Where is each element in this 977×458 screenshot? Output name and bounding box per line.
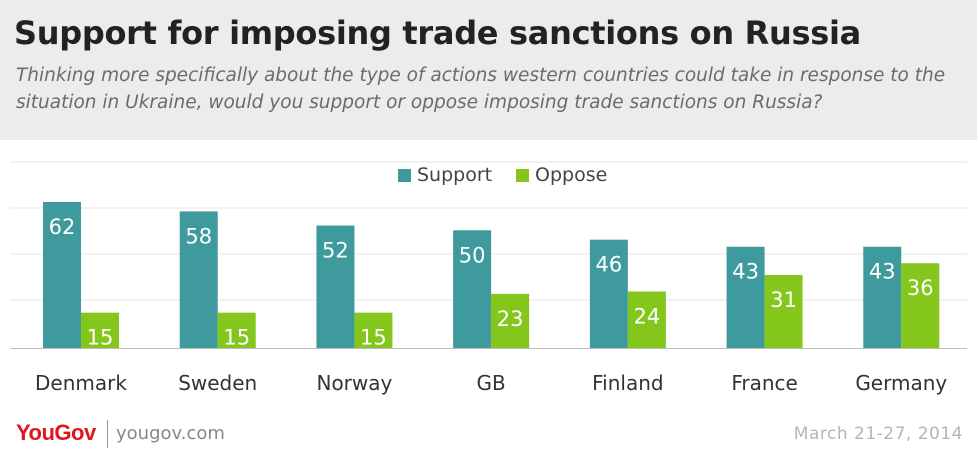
- chart-title: Support for imposing trade sanctions on …: [14, 14, 861, 52]
- data-label-oppose-norway: 15: [360, 326, 387, 350]
- x-tick-label-gb: GB: [477, 371, 506, 395]
- legend-swatch-oppose: [516, 169, 529, 182]
- legend-label-support: Support: [417, 164, 492, 186]
- footer-site-link[interactable]: yougov.com: [116, 423, 225, 444]
- yougov-logo: YouGov: [16, 420, 96, 445]
- bar-oppose-finland: [627, 291, 666, 348]
- chart-header: Support for imposing trade sanctions on …: [0, 0, 977, 140]
- data-label-support-gb: 50: [459, 243, 486, 267]
- data-label-oppose-gb: 23: [497, 307, 524, 331]
- x-axis-labels: Denmark Sweden Norway GB Finland France German…: [35, 371, 947, 395]
- data-label-support-finland: 46: [595, 253, 622, 277]
- x-tick-label-finland: Finland: [592, 371, 663, 395]
- data-label-oppose-finland: 24: [633, 304, 660, 328]
- data-label-support-germany: 43: [869, 260, 896, 284]
- x-tick-label-france: France: [731, 371, 798, 395]
- data-label-support-sweden: 58: [185, 224, 212, 248]
- bar-support-sweden: [179, 211, 218, 348]
- bar-oppose-sweden: [217, 312, 256, 348]
- bar-oppose-denmark: [81, 312, 119, 348]
- legend-swatch-support: [398, 169, 411, 182]
- data-label-oppose-france: 31: [770, 288, 797, 312]
- bar-support-finland: [589, 239, 628, 348]
- data-label-support-france: 43: [732, 260, 759, 284]
- bar-chart: Support Oppose 62 15 58 15 52 15 50 23 46 24 43 31 43…: [10, 161, 967, 395]
- bar-oppose-gb: [491, 293, 530, 348]
- footer-divider: [107, 420, 108, 448]
- x-tick-label-norway: Norway: [316, 371, 392, 395]
- bar-support-germany: [863, 246, 902, 348]
- bar-oppose-germany: [901, 263, 940, 348]
- bar-support-gb: [453, 230, 492, 348]
- data-label-oppose-germany: 36: [907, 276, 934, 300]
- chart-legend: Support Oppose: [398, 164, 607, 186]
- bar-oppose-france: [764, 275, 803, 348]
- x-tick-label-sweden: Sweden: [178, 371, 257, 395]
- data-label-support-denmark: 62: [49, 215, 76, 239]
- survey-date: March 21-27, 2014: [793, 424, 963, 444]
- bar-group: 62 15 58 15 52 15 50 23 46 24 43 31 43 36: [43, 202, 940, 350]
- bar-support-denmark: [43, 202, 81, 348]
- data-label-support-norway: 52: [322, 239, 349, 263]
- bar-oppose-norway: [354, 312, 393, 348]
- legend-label-oppose: Oppose: [535, 164, 607, 186]
- bar-support-norway: [316, 225, 355, 348]
- x-tick-label-germany: Germany: [855, 371, 947, 395]
- chart-subtitle: Thinking more specifically about the typ…: [16, 65, 946, 113]
- x-tick-label-denmark: Denmark: [35, 371, 127, 395]
- data-label-oppose-denmark: 15: [87, 326, 114, 350]
- data-label-oppose-sweden: 15: [223, 326, 250, 350]
- bar-support-france: [726, 246, 765, 348]
